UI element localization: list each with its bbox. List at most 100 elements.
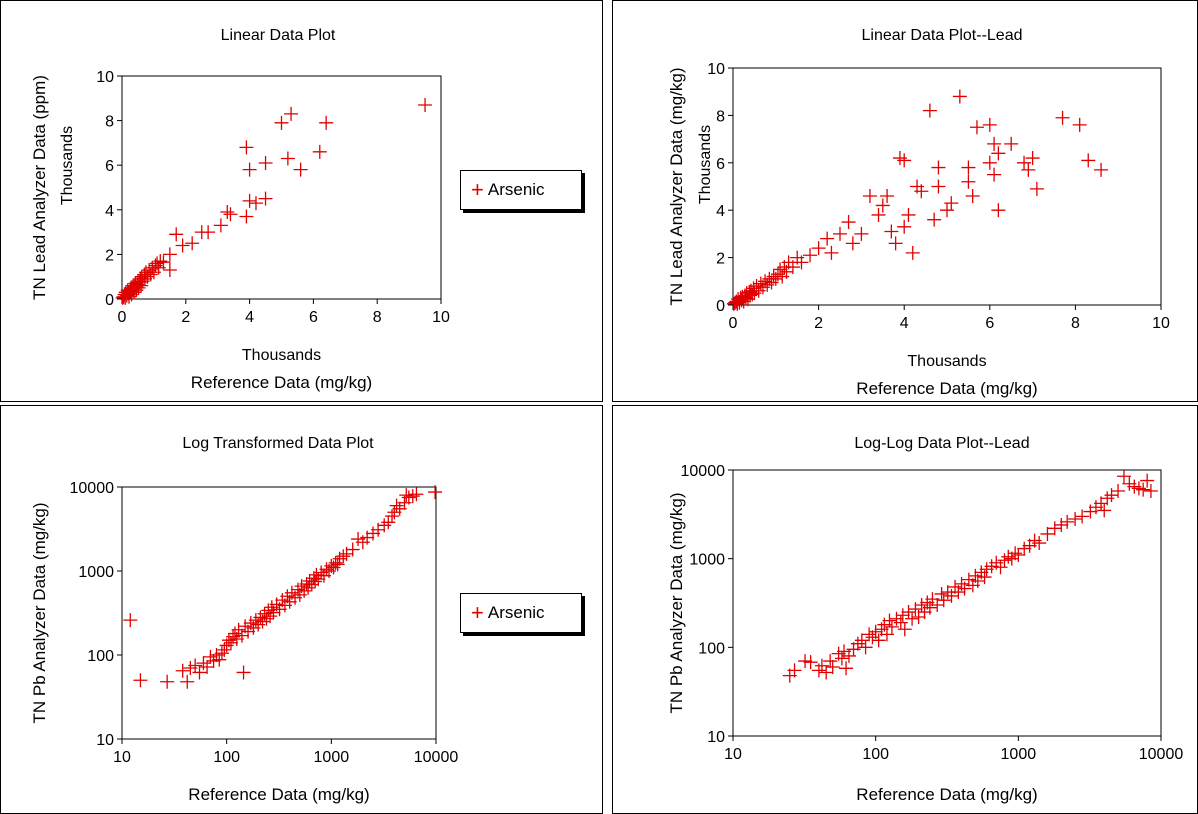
data-point	[185, 236, 200, 251]
data-point	[1025, 151, 1040, 166]
data-point	[304, 577, 319, 592]
data-point	[965, 188, 980, 203]
data-point	[1021, 162, 1036, 177]
data-point	[931, 160, 946, 175]
data-point	[162, 263, 177, 278]
plot-area	[121, 75, 442, 300]
data-point	[1116, 469, 1131, 484]
y-tick-label: 0	[105, 292, 114, 309]
x-axis-label: Reference Data (mg/kg)	[856, 785, 1037, 804]
data-point	[1004, 136, 1019, 151]
data-point	[297, 583, 312, 598]
data-point	[387, 505, 402, 520]
y-axis-units: Thousands	[697, 125, 714, 204]
data-point	[987, 136, 1002, 151]
data-point	[803, 655, 818, 670]
data-point	[123, 613, 138, 628]
x-tick-label: 8	[1071, 315, 1080, 332]
data-point	[192, 665, 207, 680]
data-point	[839, 661, 854, 676]
y-tick-label: 8	[716, 108, 725, 125]
data-point	[1011, 547, 1026, 562]
y-tick-label: 10000	[681, 463, 726, 480]
data-point	[1047, 521, 1062, 536]
data-point	[175, 238, 190, 253]
data-point	[200, 659, 215, 674]
data-point	[1054, 517, 1069, 532]
x-tick-label: 10000	[1139, 746, 1184, 763]
data-point	[977, 570, 992, 585]
y-tick-label: 10	[96, 69, 114, 86]
data-point	[282, 594, 297, 609]
data-point	[428, 485, 443, 500]
x-tick-label: 8	[373, 309, 382, 326]
data-point	[236, 665, 251, 680]
data-point	[1075, 509, 1090, 524]
data-point	[1081, 153, 1096, 168]
data-point	[908, 602, 923, 617]
data-point	[880, 188, 895, 203]
data-point	[882, 613, 897, 628]
data-point	[242, 193, 257, 208]
data-point	[293, 162, 308, 177]
x-tick-label: 2	[814, 315, 823, 332]
data-point	[1072, 117, 1087, 132]
data-point	[405, 489, 420, 504]
x-tick-label: 1000	[314, 749, 350, 766]
chart-title: Linear Data Plot	[221, 27, 336, 44]
data-point	[819, 665, 834, 680]
data-point	[319, 115, 334, 130]
data-point	[982, 155, 997, 170]
y-tick-label: 6	[105, 158, 114, 175]
data-point	[823, 654, 838, 669]
data-point	[914, 184, 929, 199]
data-point	[858, 640, 873, 655]
data-point	[884, 619, 899, 634]
data-point	[1040, 526, 1055, 541]
data-point	[259, 611, 274, 626]
y-axis-label: TN Lead Analyzer Data (ppm)	[30, 75, 49, 300]
data-point	[284, 106, 299, 121]
data-point	[266, 605, 281, 620]
x-tick-label: 6	[985, 315, 994, 332]
data-point	[258, 191, 273, 206]
data-point	[180, 674, 195, 689]
data-point	[213, 218, 228, 233]
data-point	[409, 487, 424, 502]
data-point	[794, 255, 809, 270]
data-point	[897, 622, 912, 637]
data-point	[314, 565, 329, 580]
data-point	[934, 586, 949, 601]
data-point	[871, 633, 886, 648]
data-point	[931, 179, 946, 194]
x-tick-label: 6	[309, 309, 318, 326]
data-point	[242, 162, 257, 177]
data-point	[952, 89, 967, 104]
data-point	[833, 226, 847, 241]
data-point	[399, 488, 414, 503]
x-axis-label: Reference Data (mg/kg)	[856, 379, 1037, 398]
data-point	[901, 207, 916, 222]
data-point	[169, 227, 184, 242]
data-point	[143, 267, 158, 282]
data-point	[901, 605, 916, 620]
data-point	[1032, 536, 1047, 551]
data-point	[803, 248, 818, 263]
legend-label: Arsenic	[487, 180, 545, 199]
data-point	[1055, 110, 1070, 125]
data-point	[865, 630, 880, 645]
y-tick-label: 6	[716, 156, 725, 173]
x-tick-label: 1000	[1001, 746, 1037, 763]
data-point	[223, 207, 238, 222]
y-tick-label: 8	[105, 114, 114, 131]
plus-marker-icon: +	[471, 177, 484, 202]
data-point	[914, 598, 929, 613]
data-point	[745, 287, 760, 302]
y-tick-label: 0	[716, 298, 725, 315]
data-point	[381, 515, 396, 530]
data-point	[1097, 503, 1112, 518]
data-point	[862, 627, 877, 642]
data-point	[312, 144, 327, 159]
x-tick-label: 2	[181, 309, 190, 326]
